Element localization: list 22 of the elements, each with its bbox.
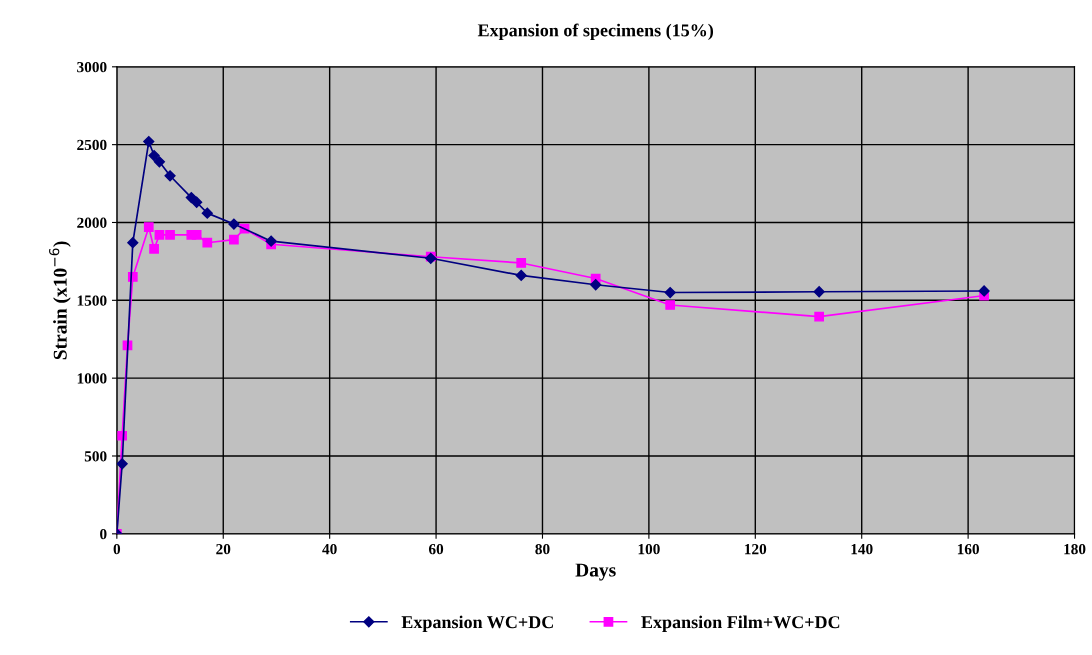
x-tick-label: 100 (638, 543, 660, 555)
x-tick-label: 0 (113, 543, 121, 555)
x-tick-label: 20 (216, 543, 231, 555)
x-tick-label: 120 (745, 543, 767, 555)
legend-label: Expansion WC+DC (401, 615, 553, 632)
x-tick-label: 60 (428, 543, 444, 555)
y-tick-label: 2500 (77, 139, 107, 151)
x-tick-label: 160 (957, 543, 979, 555)
y-tick-label: 1500 (77, 295, 107, 306)
y-tick-label: 500 (84, 451, 107, 462)
y-tick-label: 1000 (77, 373, 107, 384)
y-tick-label: 2000 (77, 217, 107, 228)
y-tick-label: 0 (100, 528, 107, 540)
x-axis-title: Days (575, 563, 616, 581)
legend-label: Expansion Film+WC+DC (641, 615, 840, 632)
x-tick-label: 180 (1064, 543, 1086, 555)
chart-title: Expansion of specimens (15%) (477, 23, 714, 41)
y-tick-label: 3000 (77, 61, 107, 73)
y-axis-title: Strain (x10$^{−6}$) (49, 241, 71, 360)
x-tick-label: 80 (535, 543, 550, 555)
x-tick-label: 140 (851, 543, 873, 555)
x-tick-label: 40 (322, 543, 337, 555)
